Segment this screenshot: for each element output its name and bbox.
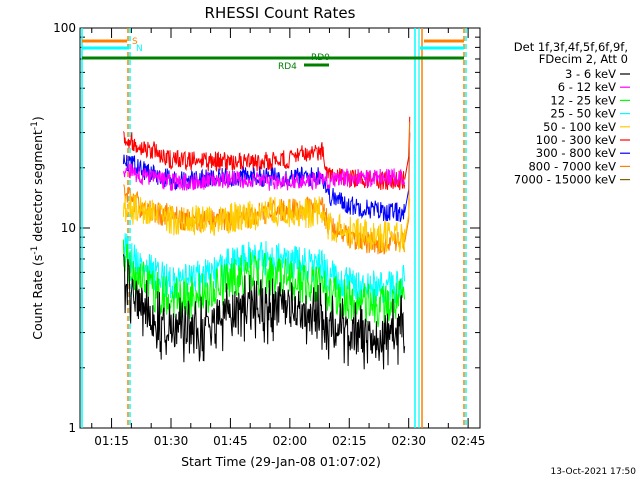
x-tick-label: 01:45 bbox=[213, 434, 248, 448]
y-axis-title-end: ) bbox=[30, 116, 45, 121]
legend-item-label: 50 - 100 keV bbox=[543, 120, 616, 134]
y-tick-label: 100 bbox=[53, 21, 76, 35]
x-tick-label: 02:30 bbox=[391, 434, 426, 448]
decimation-label: RD4 bbox=[278, 62, 297, 72]
series-line bbox=[122, 239, 406, 328]
legend-item-label: 800 - 7000 keV bbox=[528, 159, 616, 173]
x-tick-label: 02:45 bbox=[451, 434, 486, 448]
footer-timestamp: 13-Oct-2021 17:50 bbox=[551, 467, 637, 477]
series-line bbox=[122, 193, 406, 254]
y-tick-label: 10 bbox=[61, 221, 76, 235]
legend-item-label: 6 - 12 keV bbox=[558, 80, 616, 94]
night-label: N bbox=[136, 44, 143, 54]
series-line bbox=[122, 163, 406, 192]
y-axis-title-main: Count Rate (s bbox=[30, 255, 45, 340]
y-axis: 1 10 100 bbox=[53, 21, 480, 435]
legend-item-label: 3 - 6 keV bbox=[565, 67, 616, 81]
series-layer bbox=[122, 116, 411, 370]
x-tick-label: 01:15 bbox=[94, 434, 129, 448]
attenuator-label: S bbox=[132, 37, 138, 47]
y-tick-label: 1 bbox=[68, 421, 76, 435]
series-spike bbox=[404, 121, 411, 243]
decimation-label: RD0 bbox=[311, 53, 330, 63]
chart-title: RHESSI Count Rates bbox=[205, 4, 356, 22]
legend: Det 1f,3f,4f,5f,6f,9f,FDecim 2, Att 03 -… bbox=[514, 40, 630, 187]
legend-header-line: Det 1f,3f,4f,5f,6f,9f, bbox=[514, 40, 628, 54]
x-tick-label: 01:30 bbox=[154, 434, 189, 448]
legend-header-line: FDecim 2, Att 0 bbox=[539, 52, 628, 66]
y-axis-title-sup2: -1 bbox=[30, 121, 40, 130]
y-axis-title: Count Rate (s-1 detector segment-1) bbox=[30, 116, 45, 340]
series-spike bbox=[404, 198, 411, 238]
legend-item-label: 25 - 50 keV bbox=[550, 107, 616, 121]
legend-item-label: 12 - 25 keV bbox=[550, 93, 616, 107]
y-axis-title-mid: detector segment bbox=[30, 130, 45, 246]
x-axis: 01:15 01:30 01:45 02:00 02:15 02:30 02:45 bbox=[91, 28, 486, 448]
y-axis-title-sup1: -1 bbox=[30, 246, 40, 255]
plot-area bbox=[79, 27, 481, 429]
legend-item-label: 100 - 300 keV bbox=[536, 133, 616, 147]
instrument-overlays: SN RD0 RD4 bbox=[81, 28, 467, 428]
legend-item-label: 300 - 800 keV bbox=[536, 146, 616, 160]
series-line bbox=[122, 254, 406, 370]
legend-item-label: 7000 - 15000 keV bbox=[514, 173, 616, 187]
x-tick-label: 02:15 bbox=[332, 434, 367, 448]
x-tick-label: 02:00 bbox=[273, 434, 308, 448]
x-axis-title: Start Time (29-Jan-08 01:07:02) bbox=[181, 454, 381, 469]
